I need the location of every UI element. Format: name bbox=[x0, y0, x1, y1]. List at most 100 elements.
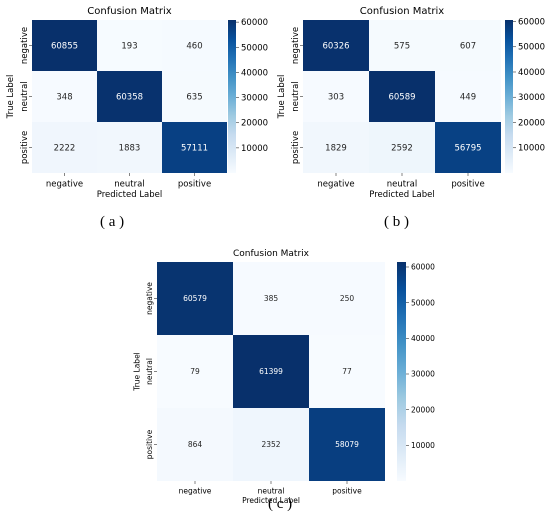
cell-value-label: 61399 bbox=[259, 367, 283, 376]
y-tick-label: negative bbox=[291, 27, 301, 64]
colorbar-tick-label: 10000 bbox=[411, 441, 435, 450]
colorbar-tick-label: 40000 bbox=[411, 334, 435, 343]
chart-title: Confusion Matrix bbox=[233, 249, 310, 259]
cell-value-label: 460 bbox=[186, 41, 202, 51]
y-tick-label: positive bbox=[20, 131, 30, 164]
colorbar bbox=[505, 20, 513, 173]
cell-value-label: 250 bbox=[340, 294, 355, 303]
colorbar-tick-label: 60000 bbox=[518, 17, 545, 27]
cell-value-label: 77 bbox=[342, 367, 352, 376]
y-axis-label: True Label bbox=[6, 75, 16, 120]
cell-value-label: 1829 bbox=[325, 143, 347, 153]
cell-value-label: 348 bbox=[56, 92, 72, 102]
heatmap-cell bbox=[157, 408, 233, 481]
heatmap-cell bbox=[303, 20, 369, 71]
y-tick-label: negative bbox=[20, 27, 30, 64]
heatmap-cell bbox=[435, 71, 501, 122]
cell-value-label: 2352 bbox=[261, 440, 280, 449]
x-axis-label: Predicted Label bbox=[242, 496, 300, 505]
heatmap-cell bbox=[233, 262, 309, 335]
colorbar-tick-label: 40000 bbox=[241, 68, 268, 78]
x-axis-label: Predicted Label bbox=[97, 190, 163, 200]
heatmap-cell bbox=[369, 20, 435, 71]
colorbar-tick-label: 10000 bbox=[241, 144, 268, 154]
heatmap-cell bbox=[32, 20, 97, 71]
cell-value-label: 57111 bbox=[181, 143, 208, 153]
x-tick-label: neutral bbox=[258, 487, 285, 496]
y-axis-label: True Label bbox=[132, 352, 141, 392]
cell-value-label: 607 bbox=[460, 41, 476, 51]
heatmap-cell bbox=[435, 122, 501, 173]
heatmap-cell bbox=[97, 122, 162, 173]
colorbar-tick-label: 50000 bbox=[241, 43, 268, 53]
heatmap-cell bbox=[303, 122, 369, 173]
heatmap-cell bbox=[97, 71, 162, 122]
colorbar bbox=[228, 20, 236, 173]
heatmap-cell bbox=[233, 408, 309, 481]
x-tick-label: positive bbox=[451, 180, 484, 190]
heatmap-cell bbox=[309, 408, 385, 481]
cell-value-label: 60855 bbox=[51, 41, 78, 51]
heatmap-cell bbox=[157, 335, 233, 408]
x-tick-label: neutral bbox=[387, 180, 417, 190]
cell-value-label: 1883 bbox=[119, 143, 141, 153]
colorbar-tick-label: 20000 bbox=[518, 118, 545, 128]
cell-value-label: 635 bbox=[186, 92, 202, 102]
heatmap-cell bbox=[369, 122, 435, 173]
colorbar-tick-label: 20000 bbox=[241, 119, 268, 129]
colorbar-tick-label: 40000 bbox=[518, 68, 545, 78]
cell-value-label: 2222 bbox=[54, 143, 76, 153]
caption-a: ( a ) bbox=[100, 214, 125, 230]
confusion-matrix-a: Confusion Matrix 60855 193 460 348 60358 635 22… bbox=[6, 6, 268, 200]
confusion-matrix-b: Confusion Matrix 60326 575 607 303 60589 449 18… bbox=[277, 6, 545, 200]
heatmap-cell bbox=[32, 71, 97, 122]
heatmap-cell bbox=[97, 20, 162, 71]
colorbar-tick-label: 30000 bbox=[518, 93, 545, 103]
cell-value-label: 575 bbox=[394, 41, 410, 51]
y-tick-label: positive bbox=[145, 429, 154, 459]
colorbar-tick-label: 10000 bbox=[518, 144, 545, 154]
heatmap-cell bbox=[309, 335, 385, 408]
cell-value-label: 303 bbox=[328, 92, 344, 102]
heatmap-cell bbox=[32, 122, 97, 173]
colorbar-tick-label: 60000 bbox=[241, 18, 268, 28]
colorbar-tick-label: 60000 bbox=[411, 263, 435, 272]
cell-value-label: 60589 bbox=[388, 92, 415, 102]
cell-value-label: 2592 bbox=[391, 143, 413, 153]
caption-c: ( c ) bbox=[268, 496, 293, 512]
heatmap-cell bbox=[233, 335, 309, 408]
y-tick-label: positive bbox=[291, 131, 301, 164]
cell-value-label: 385 bbox=[264, 294, 279, 303]
cell-value-label: 60579 bbox=[183, 294, 207, 303]
x-tick-label: neutral bbox=[114, 180, 144, 190]
x-tick-label: negative bbox=[46, 180, 83, 190]
cell-value-label: 864 bbox=[188, 440, 203, 449]
y-tick-label: neutral bbox=[145, 358, 154, 385]
colorbar-tick-label: 30000 bbox=[241, 94, 268, 104]
y-axis-label: True Label bbox=[277, 75, 287, 120]
colorbar-tick-label: 30000 bbox=[411, 370, 435, 379]
cell-value-label: 56795 bbox=[454, 143, 481, 153]
heatmap-cell bbox=[309, 262, 385, 335]
y-tick-label: neutral bbox=[20, 81, 30, 111]
chart-title: Confusion Matrix bbox=[87, 6, 171, 17]
colorbar-tick-label: 20000 bbox=[411, 405, 435, 414]
x-tick-label: negative bbox=[179, 487, 212, 496]
x-tick-label: negative bbox=[317, 180, 354, 190]
heatmap-cell bbox=[162, 20, 227, 71]
cell-value-label: 193 bbox=[121, 41, 137, 51]
x-tick-label: positive bbox=[178, 180, 211, 190]
y-tick-label: negative bbox=[145, 282, 154, 315]
x-axis-label: Predicted Label bbox=[369, 190, 435, 200]
heatmap-cell bbox=[435, 20, 501, 71]
y-tick-label: neutral bbox=[291, 81, 301, 111]
x-tick-label: positive bbox=[332, 487, 362, 496]
cell-value-label: 60358 bbox=[116, 92, 143, 102]
confusion-matrix-c: Confusion Matrix 60579 385 250 79 61399 77 864 2… bbox=[132, 249, 435, 505]
colorbar-tick-label: 50000 bbox=[518, 43, 545, 53]
colorbar bbox=[397, 262, 406, 481]
cell-value-label: 60326 bbox=[322, 41, 349, 51]
chart-title: Confusion Matrix bbox=[360, 6, 444, 17]
heatmap-cell bbox=[162, 71, 227, 122]
cell-value-label: 449 bbox=[460, 92, 476, 102]
